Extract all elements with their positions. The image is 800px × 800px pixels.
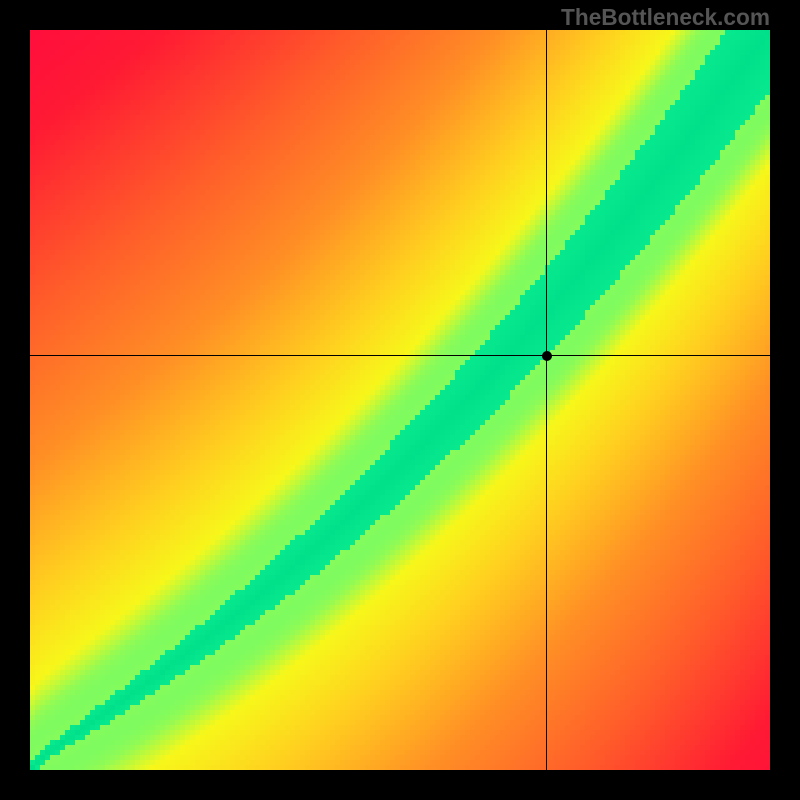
watermark-text: TheBottleneck.com — [561, 4, 770, 31]
crosshair-horizontal — [30, 355, 770, 356]
crosshair-vertical — [546, 30, 547, 770]
crosshair-marker — [542, 351, 552, 361]
bottleneck-heatmap — [30, 30, 770, 770]
